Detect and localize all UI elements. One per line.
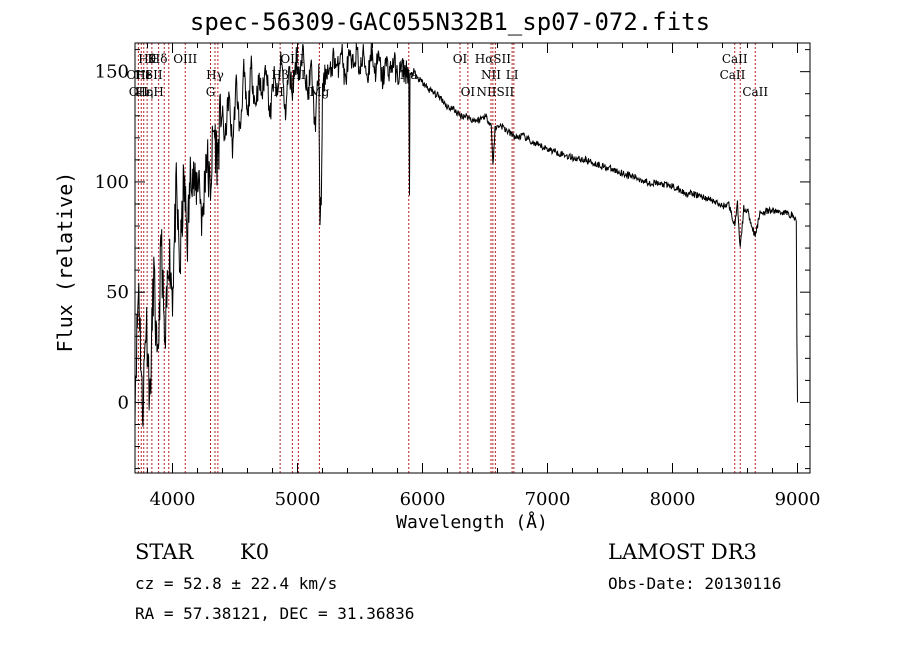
line-label: III: [291, 68, 305, 82]
line-label: Hε: [135, 85, 152, 99]
line-label: Mg: [309, 85, 329, 99]
line-label: SII: [145, 68, 163, 82]
line-label: CaII: [720, 68, 746, 82]
survey-name: LAMOST DR3: [608, 540, 757, 564]
y-tick-label: 150: [95, 62, 129, 83]
x-axis-label: Wavelength (Å): [396, 511, 548, 533]
line-label: Hθ: [138, 52, 156, 66]
y-tick-label: 0: [118, 392, 129, 413]
y-tick-label: 100: [95, 172, 129, 193]
line-label: CaII: [742, 85, 768, 99]
line-label: OI: [461, 85, 476, 99]
x-tick-label: 6000: [400, 489, 446, 510]
line-label: OIII: [126, 68, 150, 82]
redshift-readout: cz = 52.8 ± 22.4 km/s: [135, 574, 338, 593]
line-label: ηH: [146, 85, 164, 99]
line-label: G: [206, 85, 216, 99]
x-tick-label: 8000: [650, 489, 696, 510]
line-label: HαSII: [475, 52, 512, 66]
line-label: Hβ: [271, 68, 288, 82]
line-label: OI: [453, 52, 468, 66]
chart-title: spec-56309-GAC055N32B1_sp07-072.fits: [189, 8, 711, 36]
ra-dec-readout: RA = 57.38121, DEC = 31.36836: [135, 604, 415, 623]
line-label: OIII: [173, 52, 197, 66]
line-label: CaII: [722, 52, 748, 66]
line-label: OII: [129, 85, 149, 99]
line-label: He: [135, 68, 153, 82]
axis-ticks: 4000 5000 6000 7000 8000 9000 0 50 100 150: [95, 43, 821, 510]
plot-axes: [134, 42, 811, 474]
line-label: NII: [481, 68, 501, 82]
x-tick-label: 7000: [525, 489, 571, 510]
spectrum-line: [134, 42, 798, 427]
x-tick-label: 4000: [150, 489, 196, 510]
line-label: OIII: [280, 52, 304, 66]
obs-date: Obs-Date: 20130116: [608, 574, 782, 593]
line-label: H: [274, 85, 284, 99]
y-axis-label: Flux (relative): [53, 172, 77, 353]
spectrum-series: [134, 42, 798, 427]
x-tick-label: 5000: [275, 489, 321, 510]
line-label: Hγ: [206, 68, 224, 82]
line-label: Na: [400, 68, 418, 82]
object-class: STAR: [135, 540, 194, 564]
object-subclass: K0: [240, 540, 270, 564]
line-label: LI: [506, 68, 519, 82]
line-label: Hδ: [150, 52, 168, 66]
line-label: NIISII: [477, 85, 515, 99]
x-tick-label: 9000: [775, 489, 821, 510]
plot-frame: [134, 42, 811, 474]
line-label: K: [147, 52, 157, 66]
y-tick-label: 50: [106, 282, 129, 303]
